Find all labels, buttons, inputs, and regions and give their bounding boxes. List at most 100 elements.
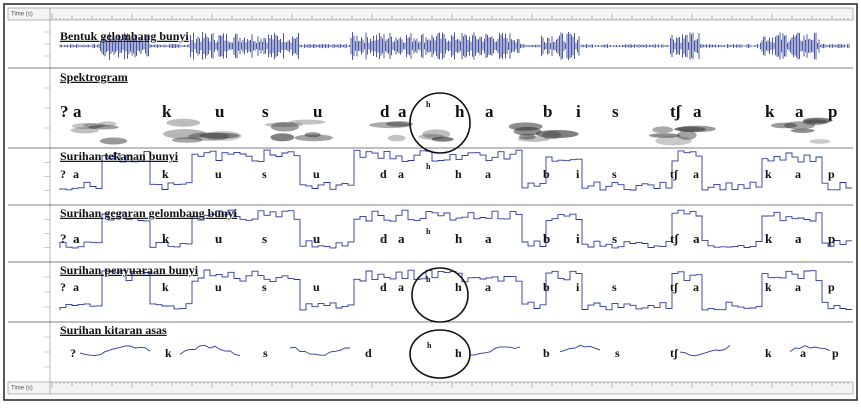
spectrogram-blob [98,121,117,127]
segment-label: h [426,227,431,236]
segment-label: ? [60,280,66,294]
segment-label: k [162,167,169,181]
segment-label: a [398,231,405,246]
spectrogram-blob [71,123,102,130]
segment-label: s [262,167,267,181]
segment-label: a [693,231,700,246]
segment-label: u [215,280,222,294]
segment-label: a [485,231,492,246]
segment-label: d [380,167,387,181]
spectrogram-blob [431,136,454,142]
spectrogram-blob [783,121,816,130]
spectrogram-blob [188,132,230,141]
segment-label: p [828,167,835,181]
segment-label: a [73,102,82,121]
segment-label: a [485,280,491,294]
segment-label: s [612,280,617,294]
spectrogram-blob [385,121,413,127]
spectrogram-blob [676,125,716,133]
pitch-trace [79,345,151,356]
spectrogram-blob [387,134,406,142]
segment-label: d [365,346,372,360]
segment-label: s [262,102,269,121]
segment-label: h [426,275,431,284]
spectrogram-blob [802,117,833,124]
panel-title: Surihan penyuaraan bunyi [60,263,199,277]
segment-label: a [485,167,491,181]
spectrogram-blob [673,126,706,132]
segment-label: u [215,102,224,121]
segment-label: a [398,280,404,294]
segment-label: a [73,280,79,294]
spectrogram-blob [166,118,201,127]
trace [59,149,852,191]
segment-label: u [313,167,320,181]
segment-label: k [162,102,172,121]
segment-label: p [828,102,837,121]
segment-label: u [215,167,222,181]
segment-label: k [765,167,772,181]
segment-label: b [543,280,550,294]
spectrogram-blob [199,132,240,139]
spectrogram-blob [517,136,550,142]
segment-label: b [543,231,550,246]
segment-label: b [543,102,552,121]
spectrogram-blob [270,133,295,142]
ruler-label: Time (s) [11,386,33,392]
segment-label: k [765,231,773,246]
segment-label: s [612,231,617,246]
pitch-trace [470,346,521,356]
segment-label: a [73,231,80,246]
segment-label: k [162,231,170,246]
spectrogram-blob [70,127,99,134]
spectrogram-blob [508,122,543,131]
segment-label: i [576,280,580,294]
segment-label: d [380,280,387,294]
spectrogram-blob [163,129,207,139]
segment-label: a [398,102,407,121]
segment-label: tʃ [670,280,679,294]
segment-label: p [828,280,835,294]
spectrogram-blob [99,137,128,145]
spectrogram-blob [649,133,681,138]
panel-title: Bentuk gelombang bunyi [60,29,189,43]
segment-label: h [427,341,432,350]
segment-label: tʃ [670,231,679,246]
traces [8,31,853,368]
spectrogram-blob [288,119,326,125]
segment-label: a [795,280,801,294]
segment-label: h [455,102,465,121]
bottom-ruler [7,381,854,395]
segment-label: p [832,346,839,360]
labels: Bentuk gelombang bunyi Spektrogram? a k u s u d… [60,29,839,360]
panel-title: Surihan kitaran asas [60,323,167,337]
segment-label: tʃ [670,346,679,360]
segment-label: s [262,280,267,294]
ruler-ticks [51,14,849,388]
segment-label: b [543,167,550,181]
segment-label: tʃ [670,102,682,121]
segment-label: h [426,100,431,109]
spectrogram-blob [790,128,815,133]
segment-label: u [313,231,320,246]
spectrogram-blob [652,126,674,134]
panel-title: Surihan tekanan bunyi [60,149,179,163]
segment-label: i [576,167,580,181]
segment-label: h [455,346,462,360]
spectrogram-blob [655,135,692,146]
segment-label: a [795,167,801,181]
pitch-trace [789,345,831,352]
segment-label: k [765,346,772,360]
segment-label: k [165,346,172,360]
segment-label: b [543,346,550,360]
segment-label: s [615,346,620,360]
panel-title: Spektrogram [60,70,128,84]
spectrogram-blob [422,129,451,139]
pitch-trace [179,345,241,357]
highlight-circle [409,92,471,154]
segment-label: a [73,167,79,181]
spectrogram-blob [369,121,412,129]
segment-label: h [455,280,462,294]
ruler-label: Time (s) [11,12,33,18]
